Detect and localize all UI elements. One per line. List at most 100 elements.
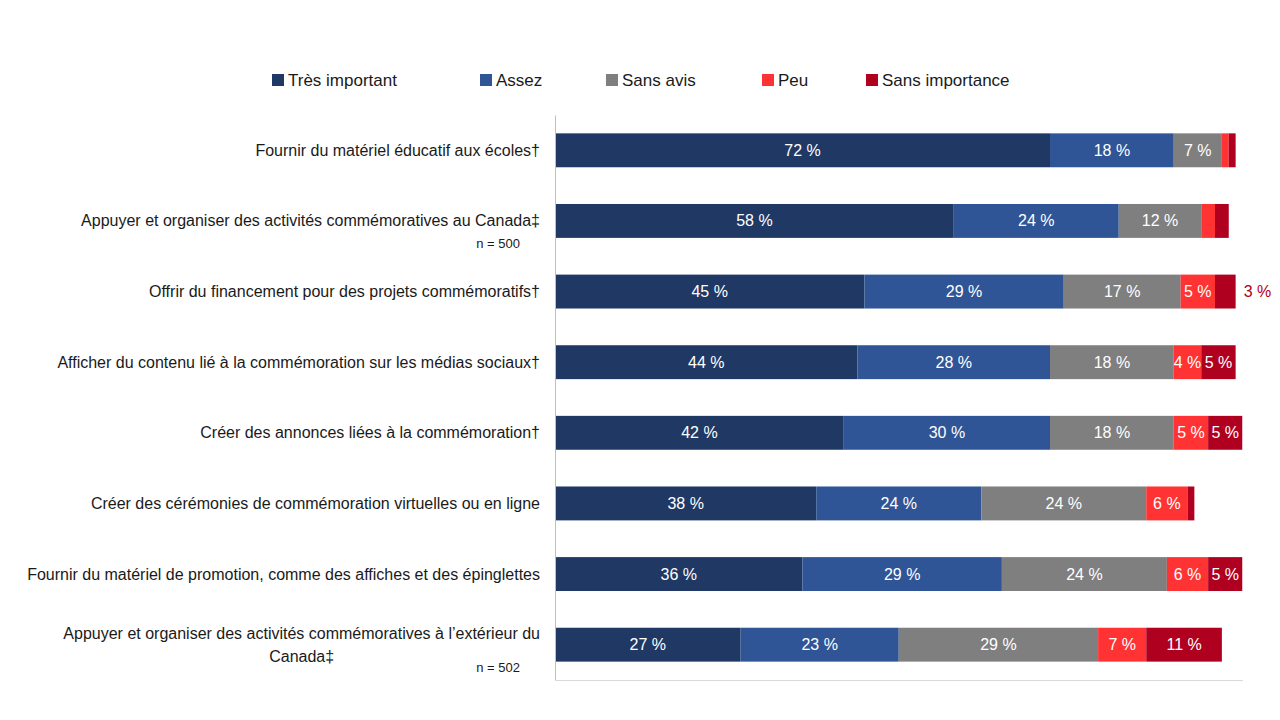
data-label: 24 %	[1018, 212, 1054, 229]
bar-segment	[1050, 416, 1174, 450]
bar-segment	[981, 486, 1146, 520]
bar-segment	[555, 345, 858, 379]
axis-line	[555, 116, 556, 681]
bar-segment	[1146, 486, 1187, 520]
bar-segment	[844, 416, 1050, 450]
bar-segment	[864, 275, 1063, 309]
category-label-line: Fournir du matériel de promotion, comme …	[27, 566, 540, 583]
bar-segment	[555, 275, 864, 309]
legend: Très important Assez Sans avis Peu Sans impo…	[272, 71, 1010, 90]
legend-swatch	[866, 74, 878, 86]
bar-segment	[1208, 416, 1242, 450]
category-label: Afficher du contenu lié à la commémorati…	[57, 354, 540, 371]
data-label: 24 %	[1066, 566, 1102, 583]
data-label: 11 %	[1166, 636, 1201, 653]
category-label: Fournir du matériel de promotion, comme …	[27, 566, 540, 583]
legend-label: Sans importance	[882, 71, 1010, 90]
bar-segment	[1222, 133, 1229, 167]
category-label-line: Créer des annonces liées à la commémorat…	[200, 424, 540, 441]
bar-segment	[1098, 628, 1146, 662]
bar-segment	[555, 204, 954, 238]
data-label: 6 %	[1153, 495, 1181, 512]
bar-segment	[1174, 416, 1208, 450]
chart-container: Fournir du matériel éducatif aux écoles†…	[0, 0, 1280, 720]
bar-segment	[1002, 557, 1167, 591]
legend-swatch	[762, 74, 774, 86]
bar-segment	[1215, 275, 1236, 309]
category-label: Créer des cérémonies de commémoration vi…	[91, 495, 540, 512]
data-label: 29 %	[884, 566, 920, 583]
bar-segment	[1167, 557, 1208, 591]
data-label: 28 %	[936, 354, 972, 371]
bar-segment	[1146, 628, 1222, 662]
data-label: 5 %	[1212, 424, 1240, 441]
data-label: 7 %	[1108, 636, 1136, 653]
legend-swatch	[480, 74, 492, 86]
category-label: Appuyer et organiser des activités commé…	[81, 212, 540, 229]
bar-segment	[1208, 557, 1242, 591]
category-axis	[555, 116, 556, 681]
bar-segment	[858, 345, 1051, 379]
data-label: 18 %	[1094, 142, 1130, 159]
bar-segment	[1050, 345, 1174, 379]
bar-segment	[1119, 204, 1202, 238]
bar-segment	[555, 628, 741, 662]
bar-segment	[1174, 345, 1202, 379]
bar-segment	[816, 486, 981, 520]
data-label: 18 %	[1094, 354, 1130, 371]
axis-line	[556, 680, 1244, 681]
category-label-line: Canada‡	[269, 648, 334, 665]
bar-segment	[555, 557, 803, 591]
bar-segment	[1174, 133, 1222, 167]
data-label: 12 %	[1142, 212, 1178, 229]
bar-segment	[803, 557, 1002, 591]
legend-label: Très important	[288, 71, 397, 90]
data-label: 6 %	[1174, 566, 1202, 583]
data-label: 5 %	[1177, 424, 1205, 441]
category-label-line: Fournir du matériel éducatif aux écoles†	[255, 142, 540, 159]
data-label: 7 %	[1184, 142, 1212, 159]
data-label: 45 %	[691, 283, 727, 300]
bar-segment	[555, 133, 1050, 167]
bar-segment	[1215, 204, 1229, 238]
bar-segment	[899, 628, 1098, 662]
category-label-line: Créer des cérémonies de commémoration vi…	[91, 495, 540, 512]
data-labels: 72 % 58 % 45 % 44 % 42 % 38 % 36 % 27 % 18 % 24 %…	[630, 142, 1272, 653]
data-label: 42 %	[681, 424, 717, 441]
data-label: 38 %	[667, 495, 703, 512]
data-label: 72 %	[784, 142, 820, 159]
bar-segment	[1188, 486, 1195, 520]
value-axis	[556, 680, 1244, 681]
bar-segment	[1201, 204, 1215, 238]
bar-segment	[1181, 275, 1215, 309]
data-label: 30 %	[929, 424, 965, 441]
data-label: 44 %	[688, 354, 724, 371]
legend-label: Assez	[496, 71, 542, 90]
category-label: Offrir du financement pour des projets c…	[149, 283, 540, 300]
bar-segment	[555, 416, 844, 450]
category-label-line: Offrir du financement pour des projets c…	[149, 283, 540, 300]
bar-segment	[1201, 345, 1235, 379]
data-label: 18 %	[1094, 424, 1130, 441]
category-label-line: Afficher du contenu lié à la commémorati…	[57, 354, 540, 371]
data-label: 36 %	[661, 566, 697, 583]
data-label: 24 %	[1046, 495, 1082, 512]
category-label-line: Appuyer et organiser des activités commé…	[81, 212, 540, 229]
legend-label: Peu	[778, 71, 808, 90]
chart-svg: Fournir du matériel éducatif aux écoles†…	[0, 0, 1280, 720]
category-label: Appuyer et organiser des activités commé…	[63, 625, 540, 665]
data-label: 23 %	[801, 636, 837, 653]
data-label: 5 %	[1205, 354, 1233, 371]
data-label: 58 %	[736, 212, 772, 229]
bar-segment	[741, 628, 899, 662]
bar-segment	[1050, 133, 1174, 167]
bar-segment	[555, 486, 816, 520]
data-label: 3 %	[1244, 283, 1272, 300]
data-label: 29 %	[980, 636, 1016, 653]
bar-segment	[954, 204, 1119, 238]
data-label: 27 %	[630, 636, 666, 653]
data-label: 5 %	[1212, 566, 1240, 583]
annotation: n = 502	[476, 660, 520, 675]
legend-label: Sans avis	[622, 71, 696, 90]
bar-segment	[1229, 133, 1236, 167]
